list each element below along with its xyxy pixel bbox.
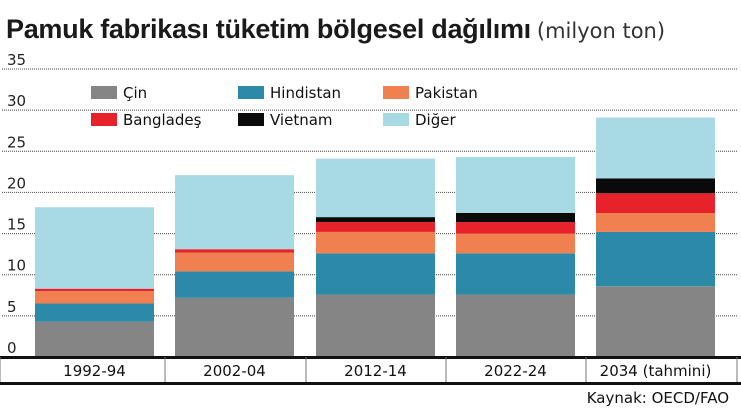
legend-label: Pakistan (415, 84, 478, 102)
bar-segment (175, 249, 294, 253)
legend-swatch (238, 113, 264, 126)
bar-segment (456, 213, 575, 223)
bar-segment (175, 297, 294, 357)
y-tick-label: 0 (7, 339, 17, 357)
x-tick-label: 2022-24 (484, 362, 547, 380)
y-tick-label: 25 (7, 133, 26, 151)
y-tick-label: 5 (7, 298, 17, 316)
bar-segment (316, 231, 435, 254)
y-tick-label: 15 (7, 216, 26, 234)
bar-segment (35, 207, 154, 289)
bar-segment (35, 291, 154, 304)
bar-segment (175, 271, 294, 298)
legend-label: Diğer (415, 111, 456, 129)
legend-label: Vietnam (270, 111, 333, 129)
x-tick-label: 1992-94 (63, 362, 126, 380)
x-axis-line (0, 356, 741, 359)
x-tick-label: 2034 (tahmini) (600, 362, 712, 380)
bar-segment (596, 178, 715, 194)
bar-segment (316, 253, 435, 295)
chart-subtitle: (milyon ton) (536, 19, 666, 43)
bar-segment (316, 222, 435, 232)
y-tick-label: 10 (7, 257, 26, 275)
bar-segment (316, 158, 435, 218)
x-tick-label: 2002-04 (203, 362, 266, 380)
source-note: Kaynak: OECD/FAO (586, 389, 729, 407)
bar-segment (35, 321, 154, 357)
bar-segment (456, 222, 575, 234)
y-tick-label: 20 (7, 174, 26, 192)
bar-segment (35, 303, 154, 322)
bar-segment (456, 157, 575, 213)
bar-segment (596, 213, 715, 232)
bar-segment (175, 175, 294, 250)
bar-segment (456, 294, 575, 357)
bar-segment (175, 252, 294, 272)
bar-segment (596, 117, 715, 179)
legend-label: Çin (123, 84, 147, 102)
legend-label: Bangladeş (123, 111, 202, 129)
y-tick-label: 30 (7, 92, 26, 110)
bar-segment (316, 294, 435, 357)
legend-swatch (91, 113, 117, 126)
bar-segment (596, 193, 715, 213)
bar-segment (596, 231, 715, 287)
legend-swatch (383, 86, 409, 99)
legend-label: Hindistan (270, 84, 341, 102)
chart-title-row: Pamuk fabrikası tüketim bölgesel dağılım… (6, 14, 665, 45)
bar-segment (596, 286, 715, 357)
bar-segment (316, 217, 435, 223)
legend-swatch (91, 86, 117, 99)
legend-swatch (383, 113, 409, 126)
bar-segment (35, 288, 154, 292)
x-tick-label: 2012-14 (344, 362, 407, 380)
bar-segment (456, 233, 575, 254)
bottom-border (0, 382, 741, 385)
y-tick-label: 35 (7, 51, 26, 69)
chart-title: Pamuk fabrikası tüketim bölgesel dağılım… (6, 14, 531, 44)
bar-segment (456, 253, 575, 295)
legend-swatch (238, 86, 264, 99)
